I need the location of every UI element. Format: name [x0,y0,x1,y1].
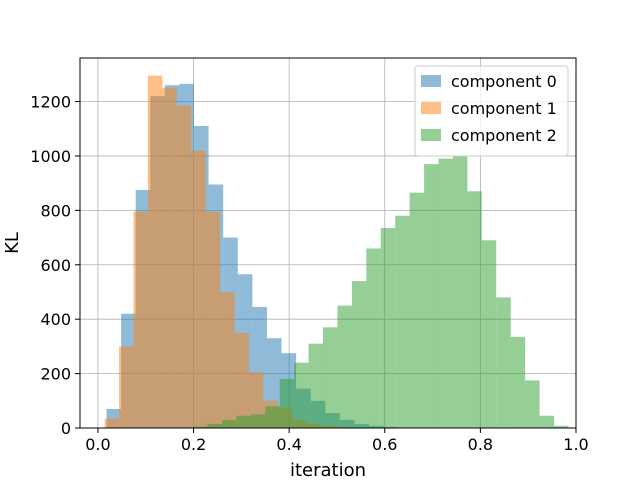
histogram-bar [409,192,425,428]
legend-label: component 2 [451,126,557,145]
x-tick-label: 0.4 [276,435,301,454]
histogram-bar [191,150,206,428]
histogram-bar [351,281,367,428]
histogram-bar [205,211,221,428]
histogram-bar [308,343,324,428]
histogram-bar [481,240,497,428]
y-tick-label: 200 [40,365,71,384]
x-tick-label: 0.8 [468,435,493,454]
histogram-bar [220,291,235,428]
histogram-bar [366,248,381,428]
legend-label: component 0 [451,72,557,91]
x-tick-label: 0.2 [181,435,206,454]
histogram-bar [279,379,295,428]
histogram-bar [337,305,352,428]
histogram-bar [395,215,410,428]
legend-swatch [421,129,441,141]
y-tick-label: 1200 [30,93,71,112]
histogram-bar [452,155,468,429]
legend-box [414,65,569,157]
histogram-bar [539,415,555,428]
x-tick-label: 1.0 [563,435,588,454]
legend-label: component 1 [451,99,557,118]
histogram-bar [380,228,396,428]
series-1-bars [104,75,351,429]
histogram-bar [265,406,280,428]
histogram-bar [207,423,222,428]
histogram-bar [294,362,309,428]
histogram-bar [424,164,439,428]
histogram-bar [193,426,208,428]
histogram-bar [496,297,511,428]
histogram-bar [554,425,569,428]
legend-swatch [421,102,441,114]
histogram-bar [104,418,120,428]
histogram-bar [236,415,251,428]
histogram-bars [104,75,569,429]
axis-ticks: 0.0 0.2 0.4 0.6 0.8 1.0 0 200 400 600 800 1000 1200 [30,93,588,454]
histogram-bar [510,336,526,428]
legend: component 0 component 1 component 2 [414,65,569,157]
y-tick-label: 0 [61,419,71,438]
histogram-bar [467,191,482,428]
histogram-bar [234,332,249,428]
y-axis-label: KL [2,232,23,254]
histogram-bar [119,346,134,428]
y-tick-label: 800 [40,201,71,220]
series-2-bars [193,155,569,429]
plot-frame [79,57,577,429]
histogram-bar [162,87,177,429]
histogram-bar [176,105,192,428]
histogram-bar [525,380,540,428]
x-axis-label: iteration [290,460,366,480]
histogram-bar [248,372,264,428]
legend-swatch [421,75,441,87]
y-tick-label: 600 [40,256,71,275]
histogram-bar [438,158,453,429]
histogram-bar [323,327,338,428]
y-tick-label: 1000 [30,147,71,166]
histogram-bar [250,414,266,428]
histogram-bar [221,419,237,428]
x-tick-label: 0.6 [372,435,397,454]
x-tick-label: 0.0 [85,435,110,454]
histogram-bar [147,75,163,428]
y-tick-label: 400 [40,310,71,329]
histogram-bar [133,211,148,428]
